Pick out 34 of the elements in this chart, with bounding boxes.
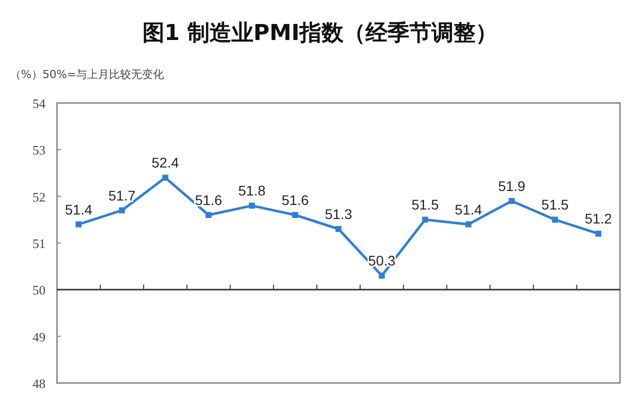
y-tick-label: 48 [32,376,46,391]
point [248,202,255,209]
chart-title: 图1 制造业PMI指数（经季节调整） [142,21,498,46]
point [595,230,602,237]
y-tick-label: 54 [32,96,46,111]
y-tick-label: 53 [32,142,46,158]
data-label: 51.5 [411,196,439,213]
data-label: 51.3 [324,206,352,222]
point [378,272,385,279]
point [118,207,125,214]
point [206,212,212,218]
point [76,221,82,228]
y-tick-label: 51 [32,236,46,251]
y-tick-label: 49 [32,329,46,344]
data-label: 51.6 [282,192,310,208]
y-axis-title: （%）50%=与上月比较无变化 [10,68,164,81]
point [162,174,168,181]
y-tick-label: 52 [32,189,46,204]
data-label: 51.4 [454,201,482,218]
data-label: 51.4 [65,201,92,218]
point [552,216,558,223]
data-label: 51.5 [541,196,569,213]
data-label: 51.2 [584,210,612,227]
data-label: 51.8 [238,182,266,199]
point [422,216,428,223]
data-label: 51.9 [498,178,526,194]
y-tick-label: 50 [32,282,46,298]
data-label: 52.4 [152,154,180,171]
point [508,198,515,204]
data-label: 51.6 [194,192,222,208]
point [292,212,298,218]
point [465,221,472,228]
data-label: 51.7 [108,187,136,204]
point [336,226,342,232]
